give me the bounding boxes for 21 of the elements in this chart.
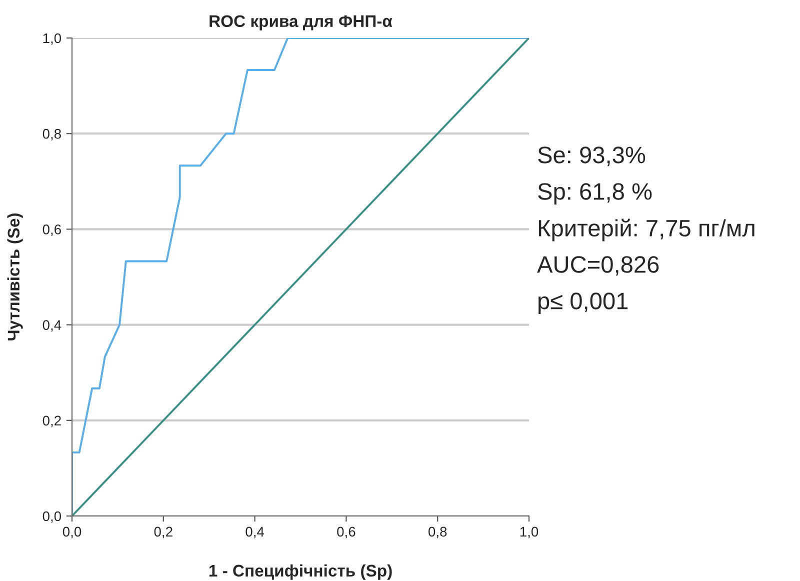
y-tick-label: 0,6 xyxy=(42,224,61,236)
x-tick-label: 0,6 xyxy=(337,526,356,538)
y-tick-label: 0,0 xyxy=(42,511,62,523)
text: p≤ 0,001 xyxy=(538,292,628,314)
y-tick-label: 1,0 xyxy=(43,33,62,45)
y-axis-title: Чутливість (Se) xyxy=(7,214,23,340)
chart-title: ROC крива для ФНП-α xyxy=(210,15,392,30)
text: AUC=0,826 xyxy=(537,256,659,276)
line-series xyxy=(72,38,529,516)
text: Se: 93,3% xyxy=(538,146,646,166)
x-tick-label: 0,8 xyxy=(428,526,447,538)
text: Критерій: 7,75 пг/мл xyxy=(538,218,754,242)
x-axis-title: 1 - Специфічність (Sp) xyxy=(209,564,392,580)
x-tick-label: 0,2 xyxy=(154,526,172,538)
x-tick-label: 1,0 xyxy=(520,526,538,538)
y-tick-label: 0,8 xyxy=(42,128,61,140)
x-tick-label: 0,0 xyxy=(62,526,82,538)
y-tick-label: 0,2 xyxy=(42,416,61,428)
x-tick-label: 0,4 xyxy=(246,526,264,538)
y-tick-label: 0,4 xyxy=(42,320,62,332)
text: Sp: 61,8 % xyxy=(538,183,652,205)
